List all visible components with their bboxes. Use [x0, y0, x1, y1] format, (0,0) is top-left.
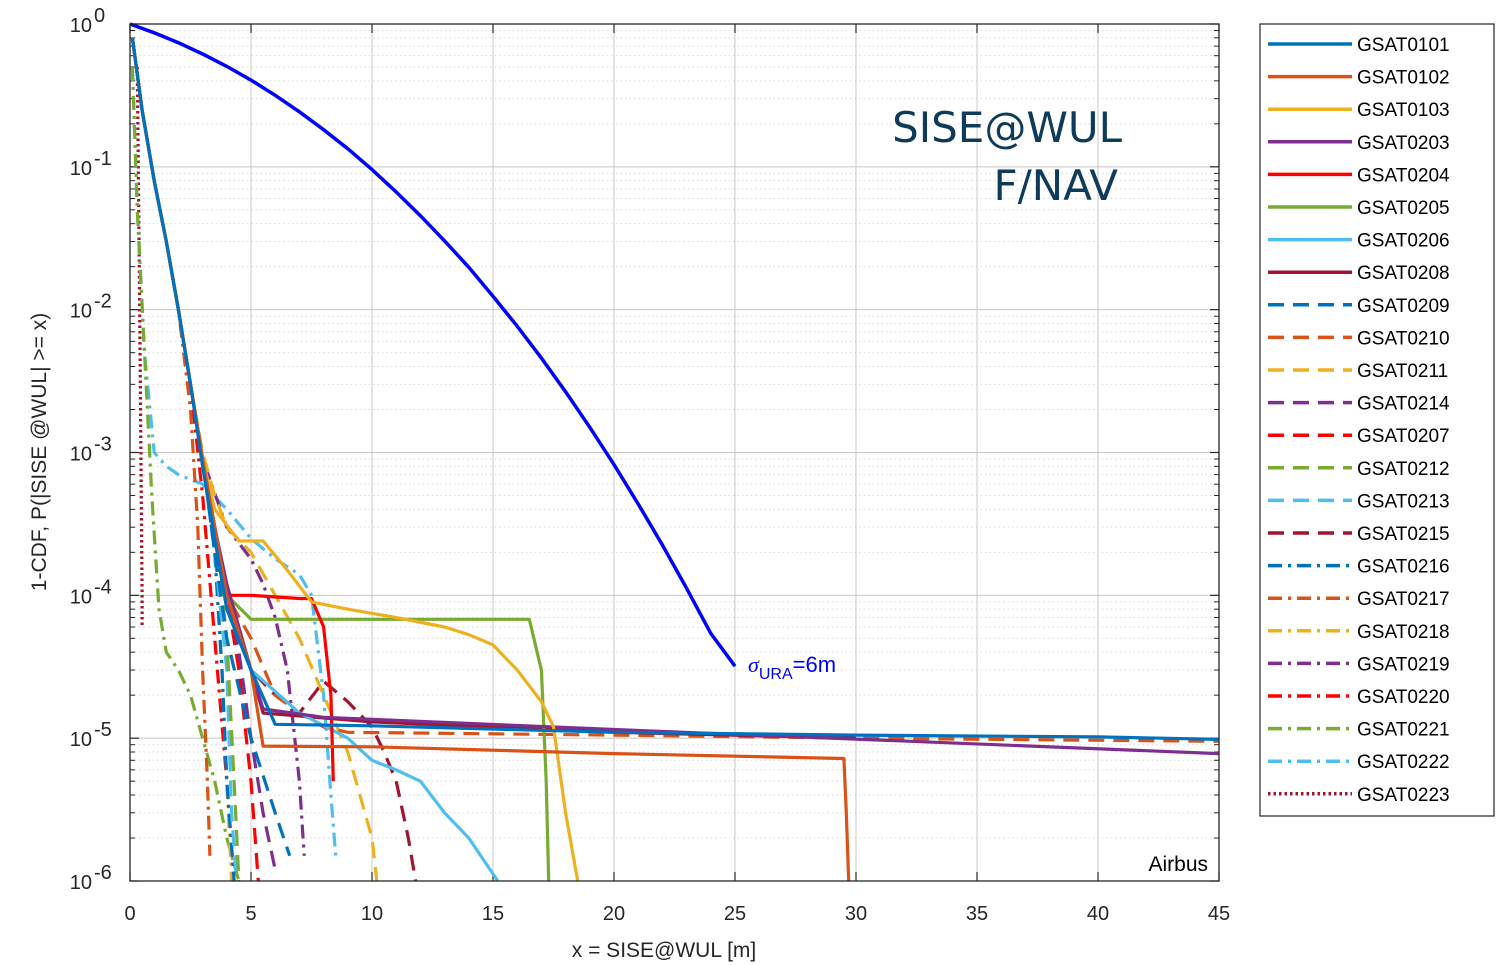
x-tick-label: 10: [361, 903, 383, 925]
plot-frame: [129, 23, 1220, 882]
reference-curve-sigma-ura: [129, 22, 737, 668]
y-tick-label: 10: [70, 15, 92, 37]
legend-label-gsat0222: GSAT0222: [1357, 752, 1450, 773]
legend: GSAT0101 GSAT0102 GSAT0103 GSAT0203 GSAT0204…: [1259, 23, 1495, 817]
x-tick-label: 45: [1208, 903, 1230, 925]
legend-label-gsat0206: GSAT0206: [1357, 231, 1450, 252]
legend-label-gsat0103: GSAT0103: [1357, 100, 1450, 121]
source-label: Airbus: [1148, 853, 1208, 876]
y-tick-exponent: -5: [94, 719, 112, 741]
y-tick-label: 10: [70, 444, 92, 466]
y-tick-exponent: -2: [94, 291, 112, 313]
legend-label-gsat0215: GSAT0215: [1357, 524, 1450, 545]
legend-label-gsat0209: GSAT0209: [1357, 296, 1450, 317]
y-tick-exponent: -4: [94, 576, 112, 598]
x-tick-labels: 0 5 10 15 20 25 30 35 40 45: [124, 903, 1230, 925]
x-tick-label: 35: [966, 903, 988, 925]
legend-label-gsat0221: GSAT0221: [1357, 720, 1450, 741]
annotation-title-line1: SISE@WUL: [892, 103, 1123, 152]
series-line-gsat0223: [135, 66, 144, 627]
x-tick-label: 30: [845, 903, 867, 925]
legend-label-gsat0219: GSAT0219: [1357, 654, 1450, 675]
y-tick-label: 10: [70, 729, 92, 751]
series-layer: [129, 22, 1220, 882]
legend-label-gsat0210: GSAT0210: [1357, 328, 1450, 349]
legend-box: [1259, 23, 1495, 817]
y-tick-exponent: 0: [94, 5, 105, 27]
x-tick-label: 20: [603, 903, 625, 925]
annotation-title-line2: F/NAV: [993, 161, 1118, 210]
y-tick-exponent: -1: [94, 148, 112, 170]
legend-label-gsat0203: GSAT0203: [1357, 133, 1450, 154]
y-tick-exponent: -6: [94, 862, 112, 884]
y-axis-label: 1-CDF, P(|SISE @WUL| >= x): [28, 313, 51, 591]
legend-label-gsat0216: GSAT0216: [1357, 557, 1450, 578]
sigma-subscript: URA: [759, 666, 793, 683]
legend-label-gsat0212: GSAT0212: [1357, 459, 1450, 480]
x-axis-label: x = SISE@WUL [m]: [572, 939, 757, 962]
y-tick-exponent: -3: [94, 434, 112, 456]
y-tick-label: 10: [70, 586, 92, 608]
sigma-value: =6m: [793, 652, 836, 677]
legend-label-gsat0218: GSAT0218: [1357, 622, 1450, 643]
sigma-symbol: σ: [748, 652, 760, 677]
legend-label-gsat0102: GSAT0102: [1357, 68, 1450, 89]
x-tick-label: 40: [1087, 903, 1109, 925]
legend-label-gsat0214: GSAT0214: [1357, 394, 1450, 415]
legend-label-gsat0208: GSAT0208: [1357, 263, 1450, 284]
x-tick-label: 15: [482, 903, 504, 925]
y-tick-label: 10: [70, 158, 92, 180]
series-line-gsat0101: [130, 37, 1220, 741]
legend-label-gsat0213: GSAT0213: [1357, 491, 1450, 512]
legend-label-gsat0220: GSAT0220: [1357, 687, 1450, 708]
x-tick-label: 0: [124, 903, 135, 925]
legend-label-gsat0207: GSAT0207: [1357, 426, 1450, 447]
legend-label-gsat0204: GSAT0204: [1357, 165, 1450, 186]
legend-label-gsat0101: GSAT0101: [1357, 35, 1450, 56]
grid-minor: [130, 30, 1219, 839]
legend-label-gsat0205: GSAT0205: [1357, 198, 1450, 219]
x-tick-label: 25: [724, 903, 746, 925]
y-tick-label: 10: [70, 301, 92, 323]
y-tick-label: 10: [70, 872, 92, 894]
legend-label-gsat0211: GSAT0211: [1357, 361, 1448, 382]
legend-label-gsat0223: GSAT0223: [1357, 785, 1450, 806]
sigma-ura-annotation: σURA=6m: [748, 652, 836, 683]
series-line-gsat0221: [130, 66, 241, 882]
x-tick-label: 5: [245, 903, 256, 925]
legend-label-gsat0217: GSAT0217: [1357, 589, 1450, 610]
